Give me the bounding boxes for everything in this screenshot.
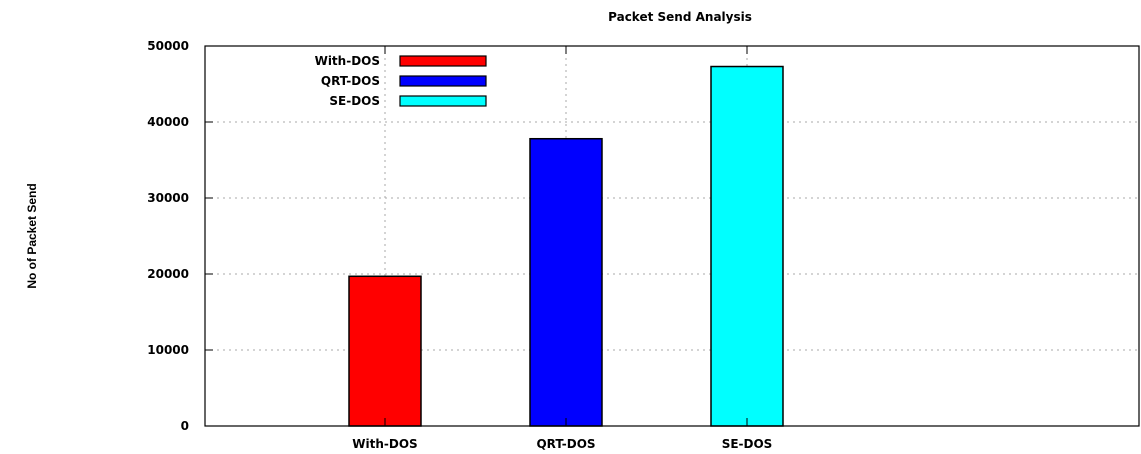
y-axis-label: No of Packet Send	[25, 183, 39, 288]
bar-se-dos	[710, 65, 784, 427]
y-tick-label: 30000	[147, 191, 189, 205]
legend-label: SE-DOS	[329, 94, 380, 108]
legend-label: With-DOS	[315, 54, 380, 68]
y-tick-label: 50000	[147, 39, 189, 53]
legend-swatch	[399, 75, 487, 87]
y-tick-label: 10000	[147, 343, 189, 357]
chart-title: Packet Send Analysis	[608, 10, 752, 24]
y-tick-label: 40000	[147, 115, 189, 129]
bar-with-dos	[348, 275, 422, 427]
y-tick-label: 0	[181, 419, 189, 433]
legend-label: QRT-DOS	[321, 74, 380, 88]
plot-frame	[204, 45, 1140, 427]
x-tick-label: QRT-DOS	[536, 437, 595, 451]
bars	[348, 65, 784, 427]
axes: 0 10000 20000 30000 40000 50000 With-DOS QRT-DO…	[147, 39, 1140, 451]
legend-swatch	[399, 55, 487, 67]
legend: With-DOS QRT-DOS SE-DOS	[315, 54, 487, 108]
bar-qrt-dos	[529, 137, 603, 427]
x-tick-label: SE-DOS	[722, 437, 773, 451]
x-tick-label: With-DOS	[352, 437, 417, 451]
y-tick-label: 20000	[147, 267, 189, 281]
legend-swatch	[399, 95, 487, 107]
